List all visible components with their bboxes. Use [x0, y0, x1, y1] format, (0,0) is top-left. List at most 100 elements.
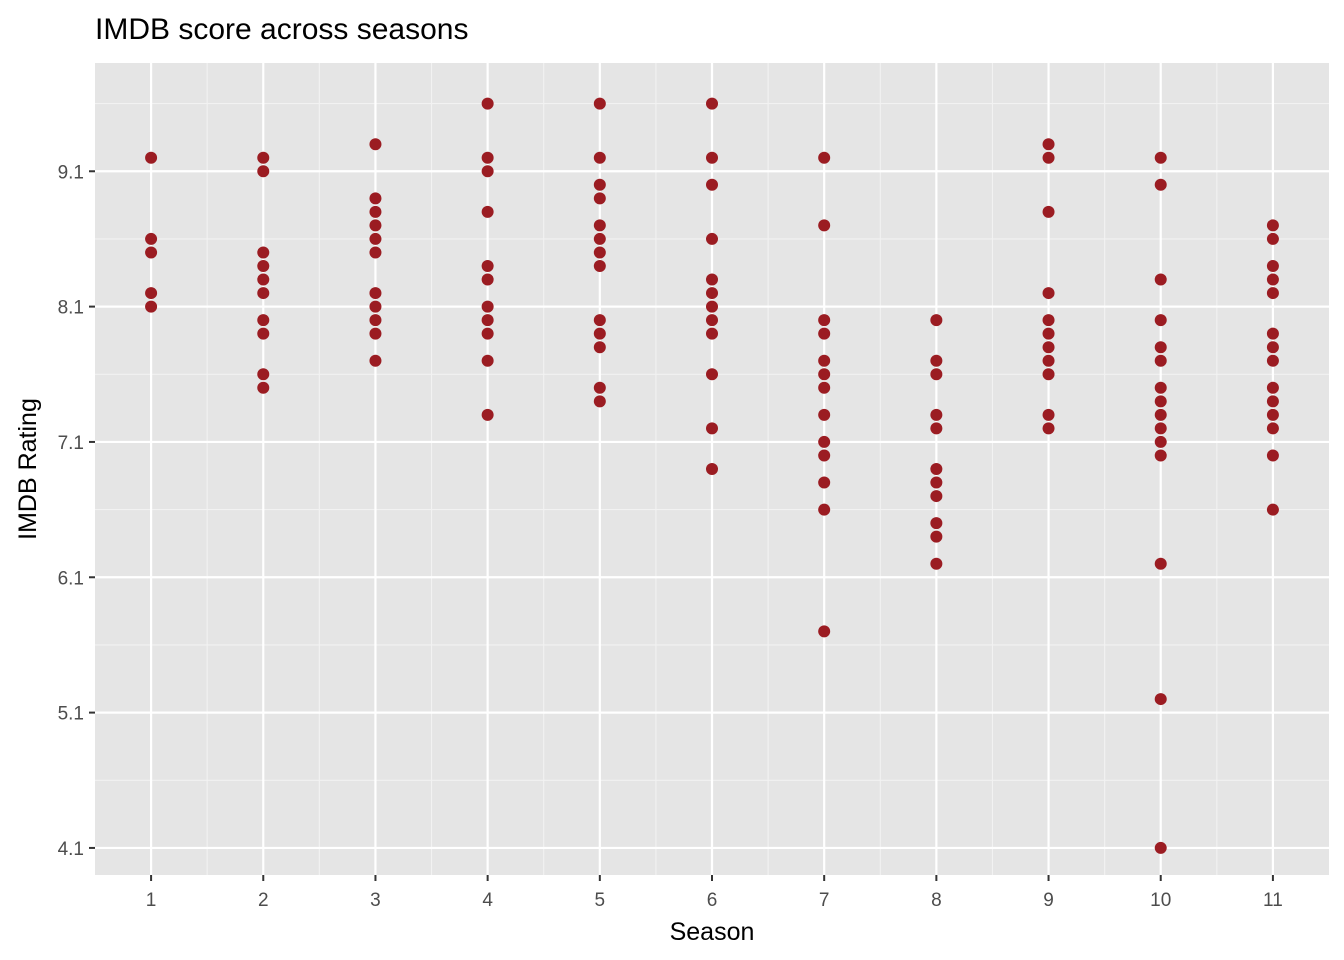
- data-point: [930, 517, 943, 530]
- y-axis: 4.1 5.1 6.1 7.1 8.1 9.1: [58, 162, 95, 860]
- data-point: [145, 287, 158, 300]
- x-tick-label: 7: [819, 890, 830, 911]
- data-point: [818, 219, 831, 232]
- x-tick-label: 3: [370, 890, 381, 911]
- x-tick-label: 11: [1263, 890, 1283, 911]
- data-point: [706, 368, 718, 381]
- data-point: [1154, 354, 1167, 367]
- x-tick-label: 5: [595, 890, 606, 911]
- data-point: [818, 368, 831, 381]
- data-point: [481, 205, 494, 218]
- data-point: [1042, 205, 1055, 218]
- data-point: [257, 151, 270, 164]
- data-point: [1154, 422, 1167, 435]
- data-point: [818, 503, 831, 516]
- data-point: [706, 273, 718, 286]
- data-point: [1154, 395, 1167, 408]
- data-point: [1154, 693, 1167, 706]
- data-point: [593, 151, 606, 164]
- x-tick-label: 4: [482, 890, 493, 911]
- data-point: [1154, 151, 1167, 164]
- data-point: [706, 327, 718, 340]
- data-point: [145, 246, 158, 259]
- data-point: [593, 395, 606, 408]
- y-tick-label: 6.1: [58, 568, 84, 589]
- data-point: [145, 300, 158, 313]
- data-point: [481, 165, 494, 178]
- data-point: [706, 314, 718, 327]
- data-point: [369, 232, 382, 245]
- data-point: [369, 246, 382, 259]
- data-point: [593, 192, 606, 205]
- data-point: [145, 151, 158, 164]
- data-point: [1154, 841, 1167, 854]
- data-point: [706, 151, 718, 164]
- data-point: [257, 287, 270, 300]
- data-point: [1154, 381, 1167, 394]
- data-point: [818, 435, 831, 448]
- data-point: [257, 368, 270, 381]
- x-tick-label: 6: [707, 890, 718, 911]
- data-point: [369, 314, 382, 327]
- data-point: [1154, 408, 1167, 421]
- data-point: [818, 381, 831, 394]
- data-point: [818, 449, 831, 462]
- data-point: [257, 260, 270, 272]
- data-point: [257, 381, 270, 394]
- data-point: [257, 165, 270, 178]
- data-point: [1042, 151, 1055, 164]
- data-point: [257, 273, 270, 286]
- data-point: [1266, 395, 1279, 408]
- data-point: [1154, 435, 1167, 448]
- data-point: [930, 530, 943, 543]
- data-point: [1042, 341, 1055, 354]
- data-point: [1266, 232, 1279, 245]
- data-point: [1042, 408, 1055, 421]
- data-point: [1042, 368, 1055, 381]
- data-point: [369, 205, 382, 218]
- data-point: [369, 192, 382, 205]
- x-axis-title: Season: [670, 918, 755, 946]
- data-point: [818, 408, 831, 421]
- data-point: [369, 219, 382, 232]
- x-tick-label: 10: [1150, 890, 1171, 911]
- data-point: [481, 260, 494, 272]
- data-point: [481, 97, 494, 110]
- data-point: [1154, 314, 1167, 327]
- data-point: [481, 151, 494, 164]
- y-tick-label: 7.1: [58, 433, 84, 454]
- data-point: [369, 354, 382, 367]
- data-point: [593, 246, 606, 259]
- data-point: [818, 625, 831, 638]
- data-point: [818, 314, 831, 327]
- data-point: [818, 151, 831, 164]
- y-tick-label: 9.1: [58, 162, 84, 183]
- data-point: [593, 97, 606, 110]
- data-point: [930, 368, 943, 381]
- data-point: [481, 354, 494, 367]
- data-point: [1154, 557, 1167, 570]
- data-point: [593, 341, 606, 354]
- data-point: [706, 463, 718, 475]
- data-point: [930, 557, 943, 570]
- data-point: [593, 327, 606, 340]
- data-point: [930, 476, 943, 489]
- data-point: [369, 300, 382, 313]
- x-axis: 1 2 3 4 5 6 7 8 9 10 11: [146, 875, 1283, 911]
- data-point: [706, 287, 718, 300]
- data-point: [818, 327, 831, 340]
- y-tick-label: 8.1: [58, 298, 84, 319]
- data-point: [593, 178, 606, 191]
- x-tick-label: 2: [258, 890, 269, 911]
- data-point: [1042, 314, 1055, 327]
- data-point: [1042, 138, 1055, 151]
- data-point: [706, 178, 718, 191]
- x-tick-label: 1: [146, 890, 157, 911]
- data-point: [1042, 327, 1055, 340]
- data-point: [818, 354, 831, 367]
- data-point: [1042, 287, 1055, 300]
- data-point: [257, 314, 270, 327]
- data-point: [481, 314, 494, 327]
- data-point: [706, 300, 718, 313]
